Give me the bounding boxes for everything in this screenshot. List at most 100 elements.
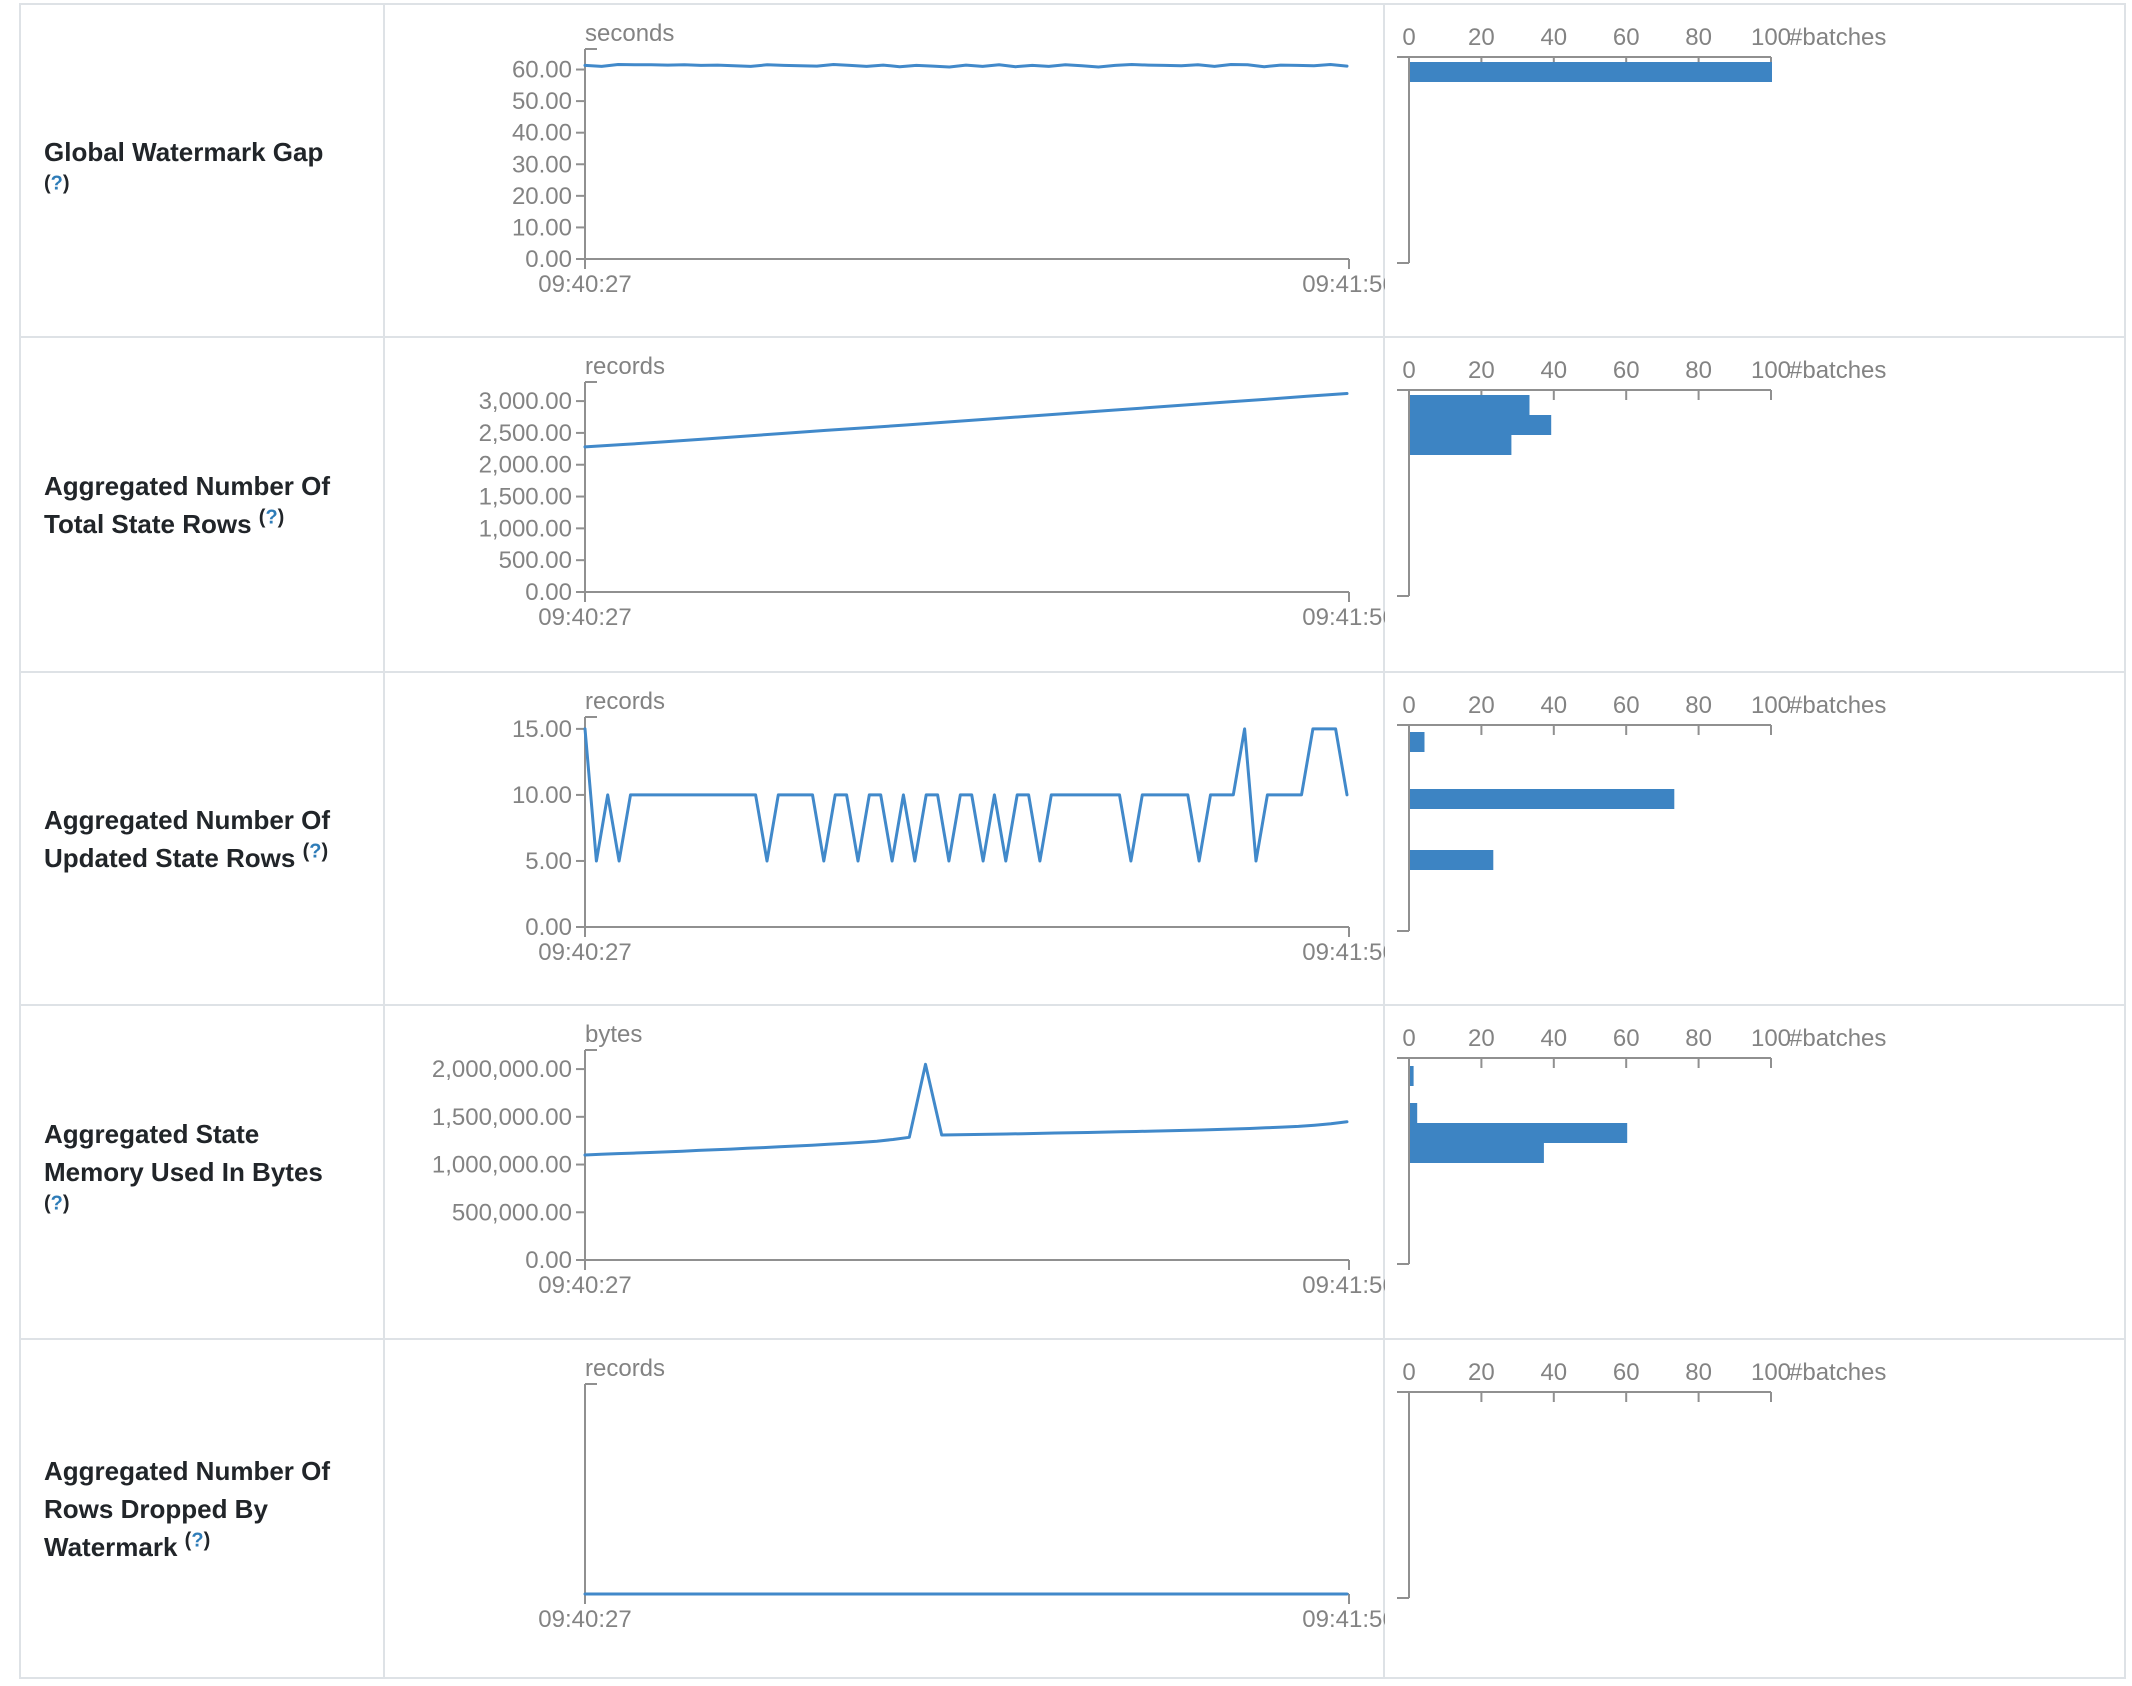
y-tick-label: 40.00 [512,120,572,147]
batch-tick-label: 0 [1402,1025,1415,1052]
unit-label: records [585,1355,665,1382]
batch-tick-label: 20 [1468,692,1495,719]
question-mark-icon: ? [50,1192,63,1215]
batch-tick-label: 100 [1751,1359,1791,1386]
metric-label-cell: Aggregated State Memory Used In Bytes (?… [21,1006,385,1338]
batch-tick-label: 20 [1468,1359,1495,1386]
timeline-series [583,392,1349,449]
x-axis-start-label: 09:40:27 [538,1606,631,1633]
metric-row: Aggregated Number Of Total State Rows (?… [21,338,2124,673]
y-tick-label: 500.00 [499,547,572,574]
histogram-cell: 0 20 40 60 80 100 #batches [1385,1006,2124,1338]
y-tick-label: 1,000.00 [479,515,572,542]
metric-label-cell: Aggregated Number Of Updated State Rows … [21,673,385,1004]
unit-label: records [585,353,665,380]
batch-tick-label: 0 [1402,692,1415,719]
histogram-cell: 0 20 40 60 80 100 #batches [1385,5,2124,336]
unit-label: bytes [585,1021,642,1048]
batch-tick-label: 40 [1540,357,1567,384]
batch-tick-label: 40 [1540,1359,1567,1386]
x-axis-end-label: 09:41:56 [1302,271,1385,298]
timeline-series [583,727,1349,863]
help-link[interactable]: (?) [185,1529,211,1551]
unit-label: records [585,688,665,715]
y-tick-label: 2,500.00 [479,420,572,447]
y-tick-label: 2,000.00 [479,452,572,479]
batch-axis-label: #batches [1789,1025,1886,1052]
histogram-bar [1410,435,1512,455]
histogram-bar [1410,62,1772,82]
metric-label: Global Watermark Gap (?) [44,133,343,209]
batch-tick-label: 60 [1613,1359,1640,1386]
metric-label: Aggregated Number Of Updated State Rows … [44,801,343,877]
batch-tick-label: 20 [1468,357,1495,384]
x-axis-end-label: 09:41:56 [1302,604,1385,631]
histogram-bar [1410,415,1552,435]
histogram-bar [1410,1143,1544,1163]
histogram-bar [1410,1123,1628,1143]
streaming-statistics-table: Global Watermark Gap (?) seconds 60.00 50.… [19,3,2126,1679]
histogram-chart: 0 20 40 60 80 100#batches [1397,357,1886,597]
batch-tick-label: 20 [1468,1025,1495,1052]
batch-tick-label: 0 [1402,24,1415,51]
timeline-cell: records 09:40:27 09:41:56 [385,1340,1385,1677]
y-tick-label: 0.00 [525,1247,572,1274]
help-paren-close: ) [277,505,285,528]
timeline-chart: records 3,000.00 2,500.00 2,000.00 1,500.00 1… [479,353,1385,631]
y-tick-label: 10.00 [512,782,572,809]
batch-tick-label: 80 [1685,357,1712,384]
histogram-bar [1410,1103,1418,1123]
y-tick-label: 15.00 [512,716,572,743]
y-tick-label: 1,500.00 [479,484,572,511]
help-paren-open: ( [44,171,51,194]
batch-tick-label: 80 [1685,1025,1712,1052]
help-paren-close: ) [321,839,329,862]
unit-label: seconds [585,20,674,47]
metric-label-text: Aggregated Number Of Total State Rows [44,470,331,539]
help-link[interactable]: (?) [44,172,70,194]
metric-label-text: Aggregated Number Of Rows Dropped By Wat… [44,1455,331,1562]
metric-label-cell: Aggregated Number Of Total State Rows (?… [21,338,385,671]
batch-tick-label: 100 [1751,357,1791,384]
batch-axis-label: #batches [1789,357,1886,384]
x-axis-start-label: 09:40:27 [538,271,631,298]
timeline-chart: seconds 60.00 50.00 40.00 30.00 20.00 10.00 0.0… [512,20,1385,298]
y-tick-label: 10.00 [512,214,572,241]
metric-label-cell: Aggregated Number Of Rows Dropped By Wat… [21,1340,385,1677]
help-paren-close: ) [203,1528,211,1551]
y-tick-label: 3,000.00 [479,388,572,415]
timeline-series [583,63,1349,69]
metric-label: Aggregated Number Of Rows Dropped By Wat… [44,1452,343,1566]
help-link[interactable]: (?) [303,840,329,862]
metric-label-text: Global Watermark Gap [44,136,324,167]
histogram-bar [1410,732,1425,752]
question-mark-icon: ? [50,171,63,194]
histogram-chart: 0 20 40 60 80 100#batches [1397,1025,1886,1265]
y-tick-label: 0.00 [525,914,572,941]
batch-tick-label: 40 [1540,692,1567,719]
y-tick-label: 1,500,000.00 [432,1104,572,1131]
question-mark-icon: ? [191,1528,204,1551]
help-link[interactable]: (?) [259,506,285,528]
help-paren-close: ) [62,171,70,194]
y-tick-label: 20.00 [512,183,572,210]
batch-tick-label: 100 [1751,692,1791,719]
batch-tick-label: 60 [1613,692,1640,719]
batch-tick-label: 80 [1685,692,1712,719]
y-tick-label: 1,000,000.00 [432,1152,572,1179]
metric-label-text: Aggregated Number Of Updated State Rows [44,804,331,873]
batch-tick-label: 40 [1540,24,1567,51]
help-paren-open: ( [184,1528,192,1551]
help-link[interactable]: (?) [44,1192,70,1214]
metric-label-text: Aggregated State Memory Used In Bytes [44,1119,323,1187]
batch-axis-label: #batches [1789,1359,1886,1386]
help-paren-open: ( [44,1192,51,1215]
histogram-bar [1410,395,1530,415]
batch-tick-label: 60 [1613,24,1640,51]
histogram-chart: 0 20 40 60 80 100#batches [1397,692,1886,932]
metric-row: Global Watermark Gap (?) seconds 60.00 50.… [21,5,2124,338]
timeline-series [583,1062,1349,1157]
timeline-cell: seconds 60.00 50.00 40.00 30.00 20.00 10.00 0.0… [385,5,1385,336]
batch-axis-label: #batches [1789,692,1886,719]
